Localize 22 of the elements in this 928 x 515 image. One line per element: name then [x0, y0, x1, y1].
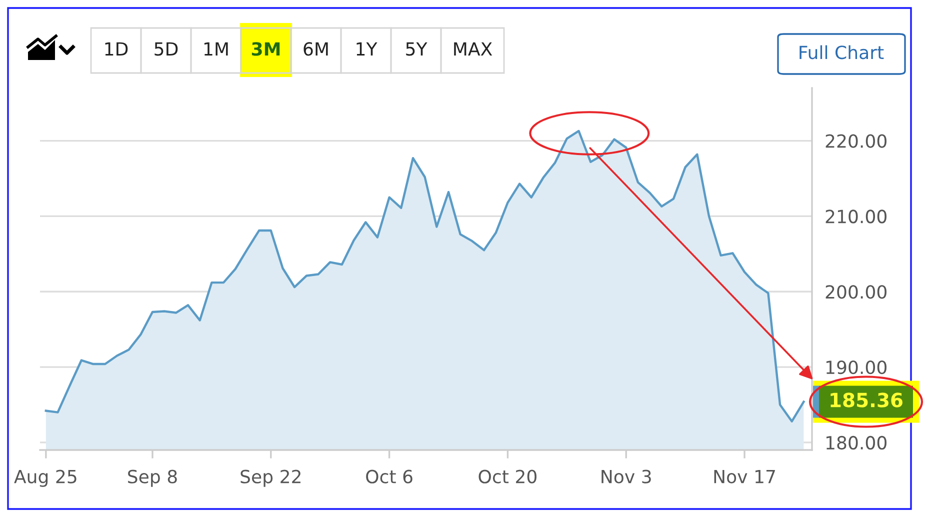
x-tick-label: Nov 17 — [714, 470, 775, 484]
y-tick-label: 200.00 — [826, 285, 886, 299]
y-tick-label: 190.00 — [826, 360, 886, 374]
text: 1D — [105, 42, 128, 56]
text: 185.36 — [830, 392, 902, 408]
text: 1Y — [356, 42, 378, 56]
x-tick-label: Oct 20 — [478, 470, 536, 484]
text: 3M — [252, 42, 280, 56]
text: 1M — [204, 42, 228, 56]
text: 5Y — [406, 42, 428, 56]
x-tick-label: Sep 22 — [240, 470, 300, 487]
y-tick-label: 210.00 — [826, 210, 886, 224]
y-tick-label: 180.00 — [826, 436, 886, 450]
text: Full Chart — [800, 45, 884, 60]
text: 6M — [304, 42, 328, 56]
text: 5D — [154, 42, 178, 56]
text: MAX — [454, 42, 492, 56]
y-tick-label: 220.00 — [826, 134, 886, 148]
x-tick-label: Sep 8 — [128, 470, 177, 487]
x-tick-label: Oct 6 — [366, 470, 412, 484]
x-tick-label: Nov 3 — [602, 470, 651, 484]
x-tick-label: Aug 25 — [14, 470, 76, 487]
